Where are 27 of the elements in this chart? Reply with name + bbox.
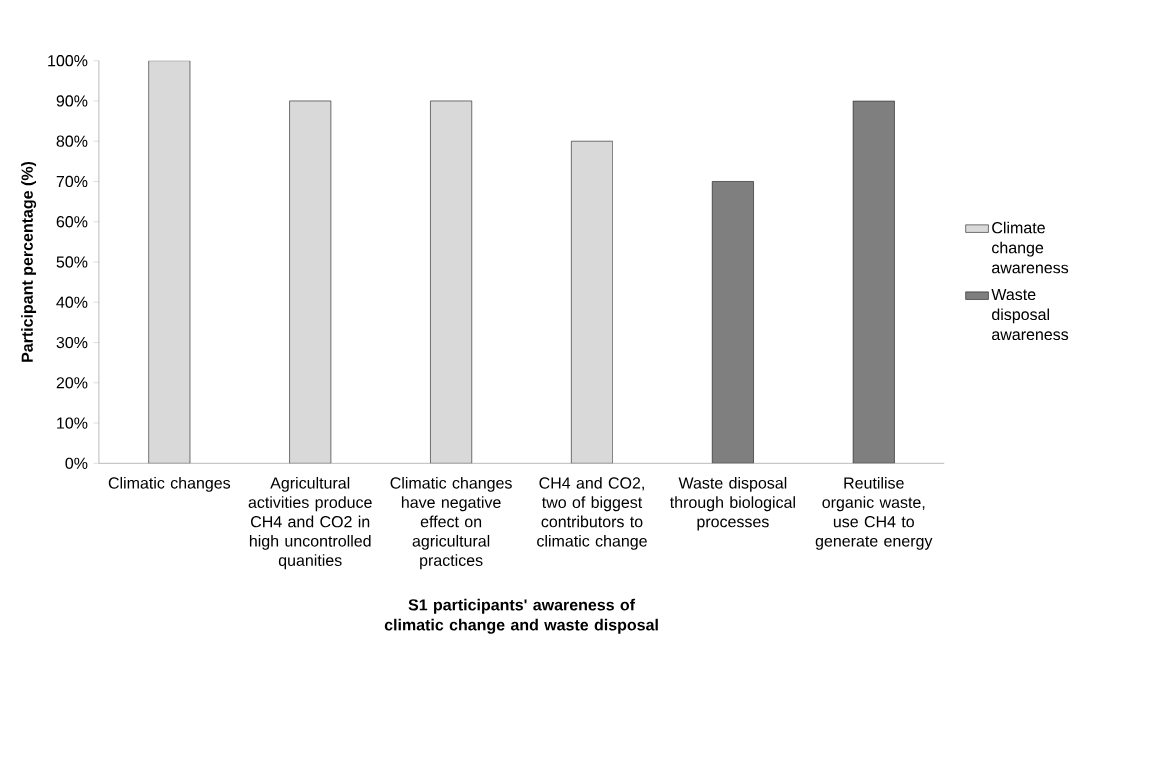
y-tick-label: 100% <box>48 55 88 67</box>
y-tick-label: 50% <box>56 256 88 268</box>
bar <box>148 60 191 464</box>
bar <box>711 181 754 464</box>
y-tick-label: 80% <box>56 135 88 147</box>
bar <box>571 140 613 464</box>
x-tick-label: Waste disposal through biological processes <box>669 476 795 531</box>
bar <box>289 100 332 464</box>
y-tick-label: 10% <box>57 417 88 429</box>
bar <box>852 100 895 464</box>
y-tick-label: 20% <box>56 377 88 389</box>
y-axis-title: Participant percentage (%) <box>21 161 37 362</box>
x-tick-label: Reutilise organic waste, use CH4 to generate energy <box>815 476 933 550</box>
legend-label: Climate change awareness <box>992 221 1069 274</box>
y-tick-label: 70% <box>56 175 88 188</box>
y-tick-label: 40% <box>56 296 88 308</box>
x-tick-label: Agricultural activities produce CH4 and CO2 in high uncontrolled quanities <box>248 476 372 570</box>
y-tick-label: 30% <box>56 336 88 349</box>
x-axis-title: S1 participants' awareness of climatic change and waste disposal <box>384 598 658 634</box>
y-tick-label: 60% <box>56 216 88 228</box>
y-tick-label: 90% <box>56 95 88 107</box>
y-tick-label: 0% <box>65 457 88 469</box>
x-tick-label: CH4 and CO2, two of biggest contributors to climatic change <box>537 476 647 550</box>
x-tick-label: Climatic changes <box>108 476 231 492</box>
legend-label: Waste disposal awareness <box>991 288 1069 341</box>
bar <box>430 100 473 464</box>
x-tick-label: Climatic changes have negative effect on agricultural practices <box>390 476 512 570</box>
